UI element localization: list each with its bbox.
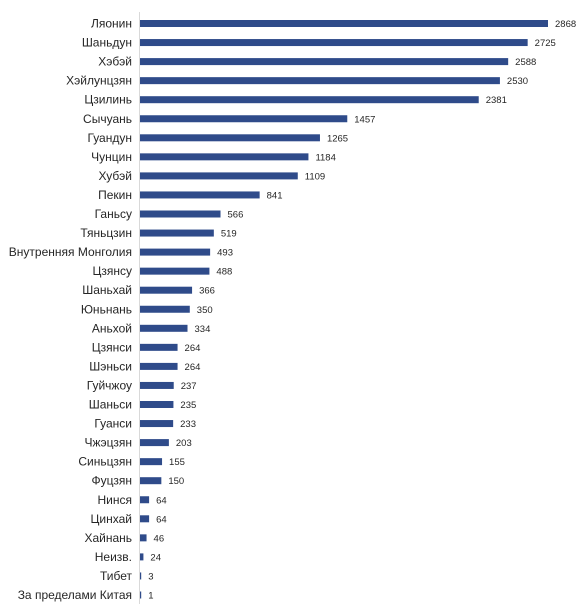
value-label: 1 bbox=[148, 591, 153, 602]
bar bbox=[140, 343, 178, 351]
category-label: Тибет bbox=[100, 569, 133, 583]
category-label: Чунцин bbox=[91, 150, 132, 164]
bar bbox=[140, 534, 147, 542]
category-label: Юньнань bbox=[81, 302, 132, 316]
bar bbox=[140, 248, 211, 256]
value-label: 64 bbox=[156, 514, 167, 525]
value-label: 488 bbox=[216, 267, 232, 278]
category-label: Гуанси bbox=[94, 417, 132, 431]
value-label: 237 bbox=[181, 381, 197, 392]
category-label: Пекин bbox=[98, 188, 132, 202]
value-label: 1109 bbox=[305, 171, 325, 182]
category-label: Синьцзян bbox=[78, 455, 132, 469]
category-label: Ганьсу bbox=[95, 207, 132, 221]
category-label: Тяньцзин bbox=[80, 226, 132, 240]
value-label: 150 bbox=[168, 476, 184, 487]
value-label: 2588 bbox=[515, 57, 536, 68]
bar bbox=[140, 591, 142, 599]
category-label: Цинхай bbox=[91, 512, 132, 526]
bar bbox=[140, 496, 150, 504]
bar bbox=[140, 267, 210, 275]
bar bbox=[140, 305, 190, 313]
value-label: 1457 bbox=[354, 114, 375, 125]
category-label: Нинся bbox=[98, 493, 133, 507]
bar bbox=[140, 77, 500, 85]
bar bbox=[140, 115, 348, 123]
bar bbox=[140, 401, 174, 408]
bar bbox=[140, 420, 174, 428]
category-label: Хайнань bbox=[84, 531, 132, 545]
category-label: Хубэй bbox=[99, 169, 132, 183]
value-label: 233 bbox=[180, 419, 196, 430]
value-label: 24 bbox=[150, 552, 161, 563]
bar bbox=[140, 458, 163, 466]
bar bbox=[140, 96, 479, 104]
category-label: Цзянсу bbox=[92, 264, 132, 278]
bar bbox=[140, 439, 169, 447]
bar bbox=[140, 210, 221, 218]
bar bbox=[140, 362, 178, 370]
value-label: 350 bbox=[197, 305, 213, 316]
category-labels-group: Ляонин Шаньдун Хэбэй Хэйлунцзян Цзилинь Сычуа… bbox=[9, 17, 133, 603]
category-label: Чжэцзян bbox=[84, 436, 132, 450]
value-label: 493 bbox=[217, 248, 233, 259]
bars-group bbox=[140, 20, 548, 599]
category-label: Хэйлунцзян bbox=[66, 74, 132, 88]
category-label: Аньхой bbox=[92, 321, 132, 335]
value-label: 235 bbox=[180, 400, 196, 411]
bar bbox=[140, 381, 174, 389]
value-label: 46 bbox=[154, 533, 165, 544]
bar bbox=[140, 515, 150, 523]
category-label: Неизв. bbox=[95, 550, 132, 564]
value-label: 155 bbox=[169, 457, 185, 468]
category-label: Цзилинь bbox=[84, 93, 132, 107]
category-label: Внутренняя Монголия bbox=[9, 245, 132, 259]
bar bbox=[140, 477, 162, 485]
bar bbox=[140, 58, 509, 66]
value-label: 64 bbox=[156, 495, 167, 506]
value-label: 334 bbox=[195, 324, 211, 335]
value-label: 566 bbox=[228, 210, 244, 221]
bar bbox=[140, 153, 309, 161]
value-label: 203 bbox=[176, 438, 192, 449]
value-label: 519 bbox=[221, 229, 237, 240]
bar bbox=[140, 134, 320, 142]
value-label: 2381 bbox=[486, 95, 507, 106]
category-label: Фуцзян bbox=[92, 474, 133, 488]
bar bbox=[140, 191, 260, 199]
category-label: Шэньси bbox=[89, 359, 132, 373]
bar bbox=[140, 39, 528, 47]
value-label: 1265 bbox=[327, 133, 348, 144]
category-label: Шаньси bbox=[89, 398, 132, 412]
bar bbox=[140, 20, 548, 27]
category-label: Хэбэй bbox=[98, 55, 132, 69]
value-label: 841 bbox=[267, 190, 283, 201]
bar bbox=[140, 324, 188, 332]
value-label: 264 bbox=[185, 343, 201, 354]
category-label: Гуйчжоу bbox=[87, 378, 132, 392]
category-label: За пределами Китая bbox=[18, 588, 132, 602]
category-label: Шаньхай bbox=[82, 283, 132, 297]
value-label: 1184 bbox=[315, 152, 335, 163]
category-label: Ляонин bbox=[91, 17, 132, 31]
category-label: Гуандун bbox=[88, 131, 133, 145]
bar bbox=[140, 286, 193, 294]
value-label: 366 bbox=[199, 286, 215, 297]
value-label: 2868 bbox=[555, 19, 576, 30]
bar bbox=[140, 172, 298, 180]
value-label: 2725 bbox=[535, 38, 556, 49]
bar bbox=[140, 572, 142, 580]
bar bbox=[140, 553, 144, 561]
category-label: Шаньдун bbox=[82, 36, 132, 50]
category-label: Цзянси bbox=[92, 340, 132, 354]
value-label: 3 bbox=[148, 571, 153, 582]
bar bbox=[140, 229, 214, 237]
value-label: 2530 bbox=[507, 76, 528, 87]
category-label: Сычуань bbox=[83, 112, 132, 126]
value-label: 264 bbox=[185, 362, 201, 373]
